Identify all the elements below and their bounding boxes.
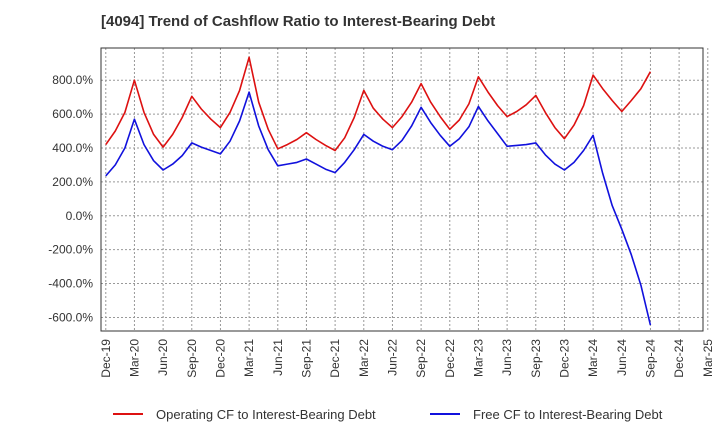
x-tick-label: Mar-22: [357, 339, 371, 377]
chart-title: [4094] Trend of Cashflow Ratio to Intere…: [101, 13, 496, 30]
x-tick-label: Dec-24: [672, 339, 686, 378]
y-tick-label: 400.0%: [52, 141, 93, 155]
x-tick-label: Sep-24: [643, 339, 657, 378]
x-tick-label: Jun-20: [156, 339, 170, 376]
x-tick-label: Sep-21: [299, 339, 313, 378]
y-tick-label: 0.0%: [66, 209, 94, 223]
x-tick-label: Jun-22: [385, 339, 399, 376]
x-tick-label: Dec-23: [557, 339, 571, 378]
series-line-2: [105, 91, 652, 326]
x-tick-label: Jun-21: [271, 339, 285, 376]
x-tick-label: Jun-23: [500, 339, 514, 376]
y-tick-label: -200.0%: [48, 243, 93, 257]
y-tick-label: 600.0%: [52, 107, 93, 121]
legend-label-1: Operating CF to Interest-Bearing Debt: [156, 407, 376, 422]
legend-layer: Operating CF to Interest-Bearing Debt Fre…: [113, 407, 663, 422]
x-tick-label: Dec-22: [443, 339, 457, 378]
grid-layer: [101, 48, 709, 331]
series-layer: [105, 56, 652, 326]
series-line-1: [105, 56, 652, 152]
x-tick-label: Sep-20: [185, 339, 199, 378]
legend-label-2: Free CF to Interest-Bearing Debt: [473, 407, 663, 422]
x-tick-label: Mar-25: [701, 339, 715, 377]
plot-frame: [100, 47, 704, 332]
axis-layer: 800.0% 600.0% 400.0% 200.0% 0.0% -200.0% -400.…: [48, 47, 715, 378]
x-tick-label: Dec-20: [213, 339, 227, 378]
y-tick-label: -400.0%: [48, 277, 93, 291]
y-tick-label: 200.0%: [52, 175, 93, 189]
y-tick-label: 800.0%: [52, 73, 93, 87]
x-tick-label: Mar-20: [127, 339, 141, 377]
x-tick-label: Dec-21: [328, 339, 342, 378]
x-tick-label: Sep-22: [414, 339, 428, 378]
x-tick-label: Mar-21: [242, 339, 256, 377]
x-tick-label: Mar-23: [471, 339, 485, 377]
x-tick-label: Sep-23: [529, 339, 543, 378]
x-tick-label: Mar-24: [586, 339, 600, 377]
y-tick-label: -600.0%: [48, 310, 93, 324]
x-tick-label: Dec-19: [99, 339, 113, 378]
x-tick-label: Jun-24: [615, 339, 629, 376]
